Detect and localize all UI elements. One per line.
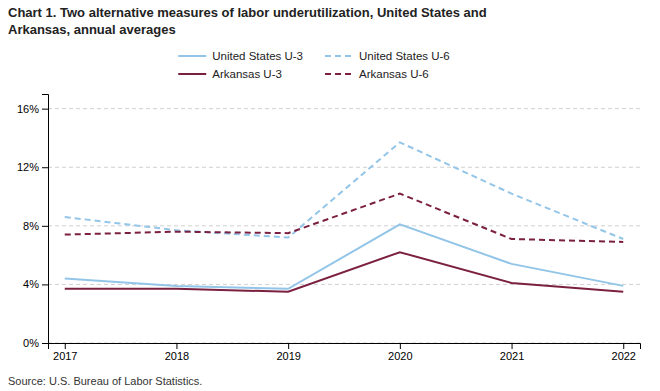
- y-tick: 0%: [23, 337, 48, 349]
- axis-line: [49, 344, 641, 350]
- tick-mark: [65, 343, 66, 349]
- tick-mark: [288, 343, 289, 349]
- legend-label: United States U-6: [359, 50, 450, 62]
- tick-mark: [623, 343, 624, 349]
- x-axis: 2017 2018 2019 2020 2021 2022: [49, 343, 641, 362]
- legend-item: Arkansas U-3: [178, 68, 282, 80]
- plot-area: 2017 2018 2019 2020 2021 2022 0% 4% 8% 12% 16%: [17, 95, 641, 362]
- legend-swatch: [178, 55, 206, 57]
- y-tick: 16%: [17, 103, 48, 115]
- line: [65, 142, 623, 239]
- tick-mark: [42, 226, 48, 227]
- tick-mark: [400, 343, 401, 349]
- x-tick: 2017: [53, 343, 77, 362]
- tick-mark: [176, 343, 177, 349]
- tick-label: 2019: [276, 350, 300, 362]
- line: [65, 252, 623, 292]
- legend-item: United States U-3: [178, 50, 303, 62]
- tick-mark: [42, 109, 48, 110]
- x-tick: 2021: [500, 343, 524, 362]
- legend-item: United States U-6: [325, 50, 450, 62]
- lines: [65, 142, 623, 291]
- axis-line: [42, 95, 49, 344]
- tick-label: 2018: [165, 350, 189, 362]
- grid-line: [48, 167, 640, 168]
- x-tick: 2019: [276, 343, 300, 362]
- line: [65, 194, 623, 242]
- legend-label: Arkansas U-6: [359, 68, 429, 80]
- tick-label: 16%: [17, 103, 39, 115]
- legend-swatch: [325, 73, 353, 75]
- tick-mark: [42, 343, 48, 344]
- grid-line: [48, 108, 640, 109]
- legend: United States U-3 United States U-6 Arkans…: [178, 50, 450, 80]
- tick-label: 4%: [23, 278, 39, 290]
- y-axis: 0% 4% 8% 12% 16%: [17, 95, 49, 350]
- tick-label: 8%: [23, 220, 39, 232]
- tick-mark: [512, 343, 513, 349]
- legend-label: Arkansas U-3: [212, 68, 282, 80]
- grid: [48, 109, 640, 343]
- tick-mark: [42, 284, 48, 285]
- tick-label: 2021: [500, 350, 524, 362]
- tick-label: 2022: [612, 350, 636, 362]
- legend-label: United States U-3: [212, 50, 303, 62]
- annotation: Source: U.S. Bureau of Labor Statistics.: [8, 375, 202, 387]
- legend-swatch: [178, 73, 206, 75]
- tick-label: 0%: [23, 337, 39, 349]
- chart: Chart 1. Two alternative measures of lab…: [0, 0, 660, 391]
- y-tick: 8%: [23, 220, 48, 232]
- title-group: Chart 1. Two alternative measures of lab…: [8, 5, 487, 37]
- x-tick: 2018: [165, 343, 189, 362]
- legend-swatch: [325, 55, 353, 57]
- tick-label: 2020: [388, 350, 412, 362]
- x-tick: 2020: [388, 343, 412, 362]
- y-tick: 4%: [23, 278, 48, 290]
- x-tick: 2022: [612, 343, 636, 362]
- legend-item: Arkansas U-6: [325, 68, 429, 80]
- title: Chart 1. Two alternative measures of lab…: [8, 5, 487, 20]
- y-tick: 12%: [17, 161, 48, 173]
- tick-label: 12%: [17, 161, 39, 173]
- title: Arkansas, annual averages: [8, 22, 176, 37]
- tick-mark: [42, 167, 48, 168]
- line: [65, 224, 623, 288]
- tick-label: 2017: [53, 350, 77, 362]
